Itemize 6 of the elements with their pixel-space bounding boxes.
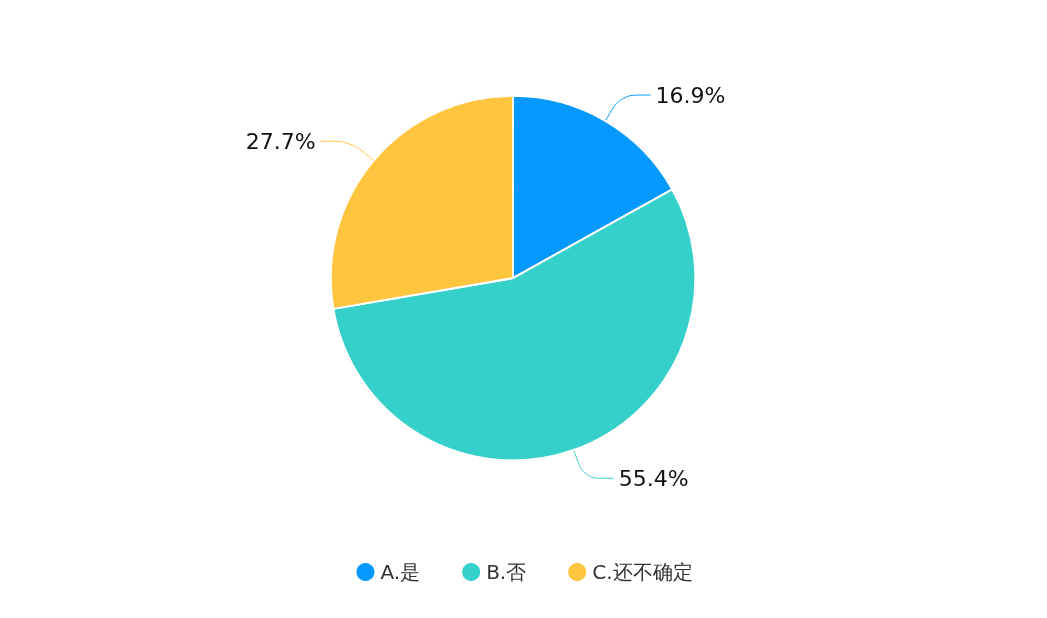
data-label: 27.7% <box>245 128 316 154</box>
legend-label: A.是 <box>380 560 421 584</box>
legend-label: B.否 <box>486 560 527 584</box>
legend-label: C.还不确定 <box>592 560 693 584</box>
data-label: 55.4% <box>618 465 689 491</box>
data-label: 16.9% <box>655 82 726 108</box>
